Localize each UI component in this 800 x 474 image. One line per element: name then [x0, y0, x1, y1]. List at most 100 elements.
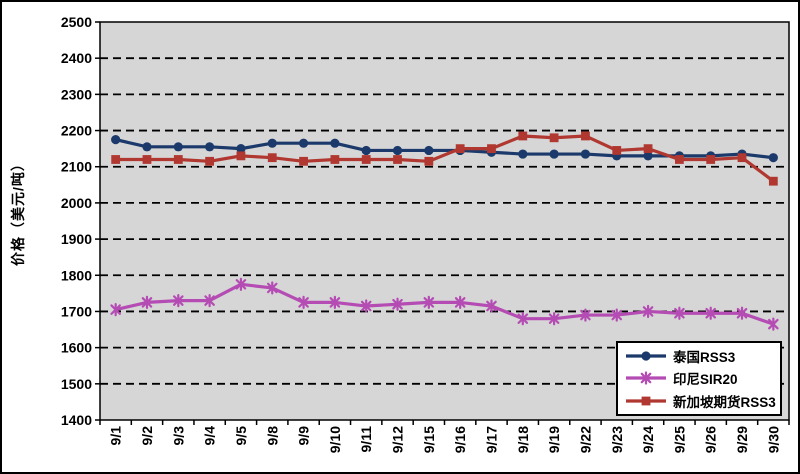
data-point-circle: [518, 149, 528, 159]
y-tick-label: 2100: [61, 159, 92, 175]
data-point-star: [768, 317, 779, 331]
star-spoke: [768, 318, 779, 330]
star-spoke: [235, 279, 247, 290]
data-point-circle: [142, 142, 152, 152]
data-point-square: [173, 155, 183, 164]
data-point-circle: [424, 145, 434, 156]
star-spoke: [705, 307, 717, 319]
x-tick-label: 9/15: [421, 426, 437, 453]
series-star: [110, 277, 779, 331]
star-spoke: [517, 313, 529, 324]
data-point-circle: [298, 138, 309, 148]
y-tick-label: 1400: [61, 412, 92, 428]
star-spoke: [548, 313, 560, 324]
data-point-circle: [267, 138, 277, 148]
data-point-circle: [768, 153, 778, 163]
star-spoke: [204, 295, 215, 306]
data-point-circle: [236, 144, 246, 154]
x-tick-label: 9/26: [703, 426, 719, 453]
data-point-star: [235, 277, 247, 291]
legend-swatch-line-square-icon: [626, 396, 666, 406]
data-point-square: [424, 156, 434, 166]
y-tick-label: 2300: [61, 86, 92, 102]
y-axis-title: 价格（美元/吨）: [10, 156, 26, 266]
y-tick-label: 1900: [61, 231, 92, 247]
data-point-circle: [580, 149, 591, 159]
data-point-star: [736, 306, 748, 320]
data-point-square: [455, 144, 465, 154]
data-point-star: [172, 294, 184, 308]
data-point-square: [111, 155, 121, 164]
x-tick-label: 9/8: [264, 426, 280, 446]
y-tick-label: 2400: [61, 50, 92, 66]
data-point-star: [110, 303, 121, 317]
legend-label: 新加坡期货RSS3: [673, 394, 776, 410]
x-tick-label: 9/18: [515, 426, 531, 453]
x-tick-label: 9/9: [296, 426, 312, 446]
x-tick-label: 9/1: [108, 426, 124, 446]
data-point-star: [580, 308, 591, 322]
data-point-square: [487, 144, 496, 154]
legend-item-indonesia-sir20: 印尼SIR20: [624, 367, 776, 389]
star-spoke: [642, 306, 654, 317]
data-point-star: [454, 295, 466, 310]
data-point-circle: [205, 142, 215, 152]
data-point-star: [298, 295, 309, 310]
data-point-square: [706, 155, 716, 164]
data-point-star: [611, 308, 623, 322]
x-tick-label: 9/3: [170, 426, 186, 446]
data-point-star: [360, 299, 372, 313]
data-point-star: [423, 295, 435, 310]
y-tick-label: 1800: [61, 267, 92, 283]
data-point-star: [329, 295, 341, 310]
star-spoke: [454, 297, 466, 308]
data-point-square: [612, 146, 622, 155]
data-point-star: [266, 281, 278, 295]
data-point-square: [299, 156, 308, 166]
legend-label: 印尼SIR20: [673, 372, 738, 388]
star-spoke: [266, 282, 278, 294]
x-tick-label: 9/19: [546, 426, 562, 453]
x-tick-label: 9/29: [734, 426, 750, 453]
star-spoke: [423, 297, 435, 308]
data-point-square: [205, 156, 215, 166]
star-spoke: [110, 304, 121, 315]
data-point-circle: [549, 149, 559, 159]
y-tick-label: 2000: [61, 195, 92, 211]
data-point-star: [517, 312, 529, 326]
star-spoke: [172, 295, 184, 306]
data-point-square: [549, 133, 559, 143]
data-point-circle: [641, 351, 651, 361]
series-line: [114, 134, 775, 183]
data-point-star: [705, 306, 717, 320]
series-square: [111, 131, 778, 186]
data-point-star: [674, 306, 685, 320]
data-point-star: [548, 312, 560, 326]
x-tick-label: 9/25: [671, 426, 687, 453]
star-spoke: [392, 298, 403, 310]
x-tick-label: 9/11: [358, 426, 374, 453]
star-spoke: [580, 309, 591, 321]
data-point-square: [518, 131, 528, 141]
star-spoke: [674, 307, 685, 319]
data-point-circle: [361, 145, 371, 156]
x-tick-label: 9/16: [452, 426, 468, 453]
series-line: [114, 282, 775, 326]
data-point-square: [361, 155, 371, 164]
y-tick-label: 2200: [61, 123, 92, 139]
star-spoke: [640, 373, 652, 384]
x-tick-label: 9/2: [139, 426, 155, 446]
x-tick-label: 9/10: [327, 426, 343, 453]
x-tick-label: 9/22: [577, 426, 593, 453]
star-spoke: [360, 300, 372, 312]
data-point-star: [141, 295, 153, 310]
star-spoke: [611, 309, 623, 321]
legend-item-thailand-rss3: 泰国RSS3: [624, 345, 776, 367]
legend-label: 泰国RSS3: [673, 350, 736, 366]
data-point-square: [236, 151, 246, 161]
x-tick-label: 9/12: [390, 426, 406, 453]
data-point-circle: [643, 151, 653, 161]
data-point-star: [486, 299, 497, 313]
